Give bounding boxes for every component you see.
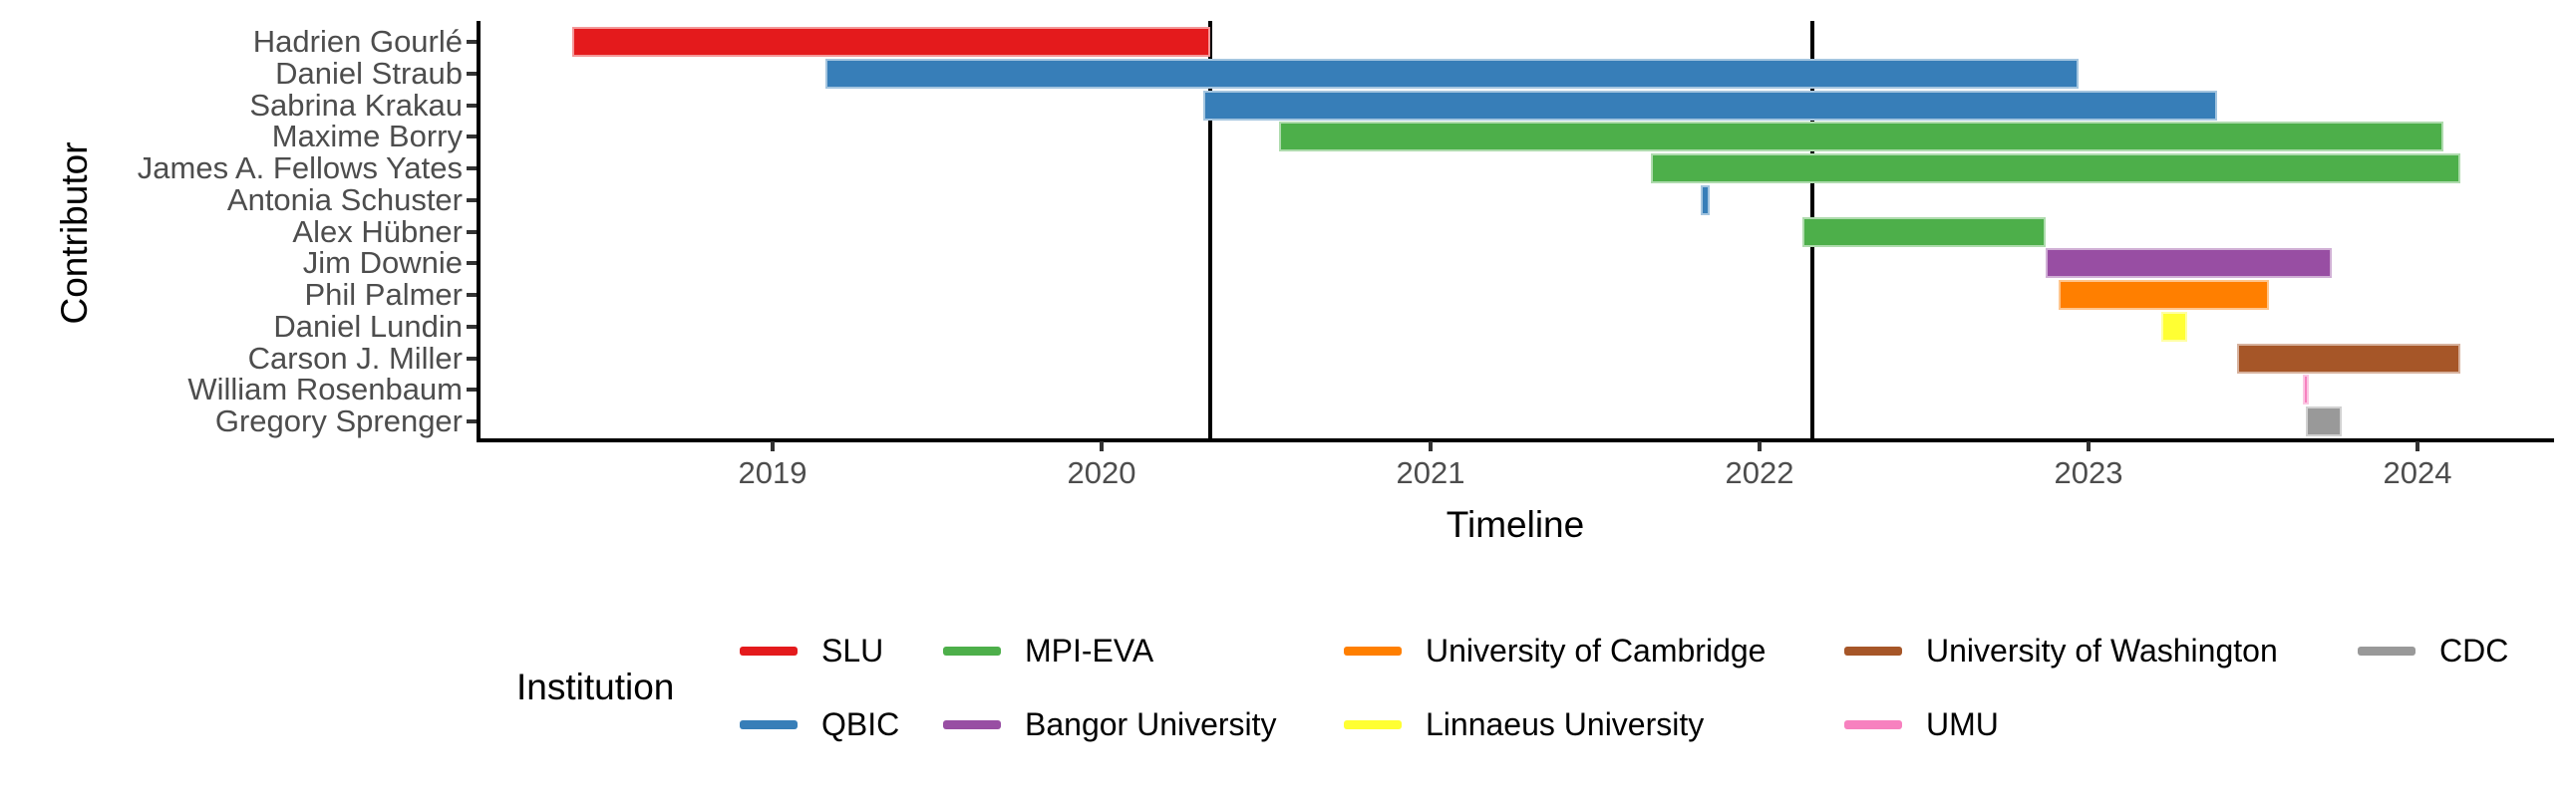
gantt-bar <box>1203 90 2217 121</box>
x-tick-label: 2024 <box>2383 455 2452 490</box>
legend-key-slu <box>740 646 798 656</box>
x-tick <box>2415 441 2419 451</box>
y-tick <box>467 71 477 76</box>
legend-label: CDC <box>2439 633 2509 669</box>
x-tick <box>1100 441 1104 451</box>
y-tick-label: Hadrien Gourlé <box>252 24 463 59</box>
gantt-bar <box>2236 343 2460 374</box>
y-axis-title: Contributor <box>54 141 95 325</box>
legend-label: SLU <box>821 633 884 669</box>
legend-key-cdc <box>2358 646 2415 656</box>
x-tick-label: 2022 <box>1725 455 1794 490</box>
x-tick <box>1758 441 1762 451</box>
y-tick-label: Phil Palmer <box>304 277 464 312</box>
legend-label: University of Washington <box>1926 633 2278 669</box>
y-tick-label: Antonia Schuster <box>226 181 463 217</box>
y-axis-line <box>477 21 481 441</box>
y-tick-label: James A. Fellows Yates <box>137 150 463 185</box>
x-axis-line <box>477 438 2554 442</box>
legend-key-qbic <box>740 719 798 729</box>
event-vline-1 <box>1207 21 1212 440</box>
gantt-bar <box>2046 248 2333 279</box>
legend-title: Institution <box>516 667 675 707</box>
legend-key-university-of-washington <box>1844 646 1902 656</box>
y-tick <box>467 103 477 108</box>
y-tick-label: Maxime Borry <box>271 119 463 154</box>
y-tick-label: Sabrina Krakau <box>249 87 463 123</box>
y-tick <box>467 261 477 266</box>
x-tick-label: 2020 <box>1067 455 1136 490</box>
x-tick <box>1429 441 1433 451</box>
legend-label: MPI-EVA <box>1025 633 1154 669</box>
y-tick <box>467 134 477 139</box>
x-tick-label: 2019 <box>738 455 807 490</box>
gantt-bar <box>2160 311 2187 342</box>
legend-label: UMU <box>1926 706 1999 742</box>
y-tick <box>467 356 477 361</box>
y-tick-label: Daniel Straub <box>275 55 463 91</box>
x-tick <box>2087 441 2091 451</box>
legend-label: Bangor University <box>1025 706 1277 742</box>
x-axis-title: Timeline <box>1446 504 1585 545</box>
y-tick-label: Daniel Lundin <box>273 308 463 344</box>
gantt-bar <box>571 27 1210 57</box>
y-tick <box>467 293 477 297</box>
gantt-bar <box>1651 153 2460 183</box>
y-tick-label: William Rosenbaum <box>187 372 463 407</box>
gantt-bar <box>2302 375 2310 405</box>
gantt-bar <box>1700 184 1711 215</box>
gantt-bar <box>2305 406 2343 436</box>
gantt-bar <box>2059 280 2270 310</box>
x-tick <box>771 441 775 451</box>
x-tick-label: 2021 <box>1396 455 1465 490</box>
legend-label: Linnaeus University <box>1426 706 1705 742</box>
legend-key-bangor-university <box>943 719 1001 729</box>
legend-label: University of Cambridge <box>1426 633 1767 669</box>
y-tick <box>467 166 477 170</box>
y-tick-label: Gregory Sprenger <box>214 403 463 438</box>
y-tick <box>467 419 477 423</box>
y-tick-label: Jim Downie <box>302 245 463 281</box>
y-tick <box>467 40 477 44</box>
legend-label: QBIC <box>821 706 900 742</box>
gantt-bar <box>1279 122 2444 152</box>
gantt-bar <box>1801 216 2047 247</box>
y-tick <box>467 388 477 393</box>
legend-key-linnaeus-university <box>1344 719 1402 729</box>
y-tick <box>467 229 477 234</box>
y-tick-label: Carson J. Miller <box>247 340 463 376</box>
legend-key-university-of-cambridge <box>1344 646 1402 656</box>
y-tick <box>467 324 477 329</box>
gantt-bar <box>824 58 2080 89</box>
legend-key-umu <box>1844 719 1902 729</box>
legend-key-mpi-eva <box>943 646 1001 656</box>
y-tick-label: Alex Hübner <box>292 213 463 249</box>
x-tick-label: 2023 <box>2054 455 2123 490</box>
y-tick <box>467 197 477 202</box>
